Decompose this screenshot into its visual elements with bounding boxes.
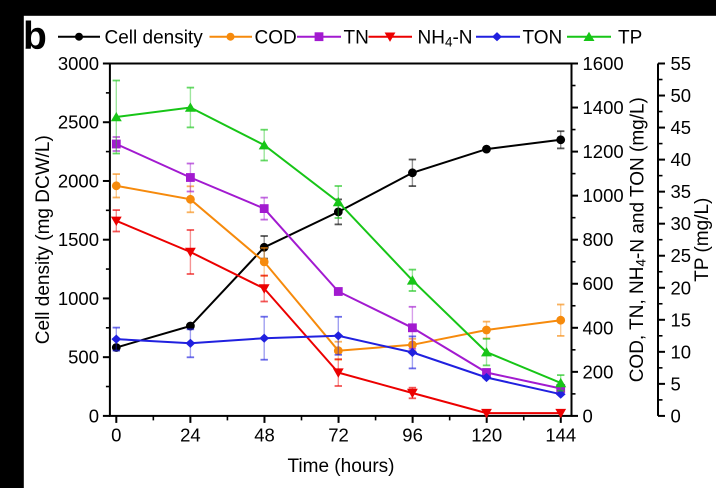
svg-text:24: 24 (180, 425, 201, 446)
svg-text:TP (mg/L): TP (mg/L) (692, 198, 713, 282)
svg-text:10: 10 (671, 341, 692, 362)
svg-text:40: 40 (671, 149, 692, 170)
svg-text:45: 45 (671, 117, 692, 138)
svg-text:20: 20 (671, 277, 692, 298)
svg-text:1600: 1600 (583, 53, 624, 74)
svg-text:50: 50 (671, 85, 692, 106)
svg-text:200: 200 (583, 361, 614, 382)
svg-text:b: b (23, 15, 47, 58)
svg-text:120: 120 (471, 425, 502, 446)
svg-text:COD, TN, NH4-N and TON (mg/L): COD, TN, NH4-N and TON (mg/L) (627, 97, 648, 382)
svg-text:15: 15 (671, 309, 692, 330)
svg-text:Time (hours): Time (hours) (288, 456, 395, 477)
svg-text:TP: TP (618, 28, 642, 49)
svg-text:3000: 3000 (58, 53, 99, 74)
svg-text:2000: 2000 (58, 171, 99, 192)
svg-text:0: 0 (89, 405, 99, 426)
svg-text:96: 96 (402, 425, 423, 446)
svg-text:0: 0 (583, 405, 593, 426)
svg-text:500: 500 (68, 347, 99, 368)
svg-text:30: 30 (671, 213, 692, 234)
svg-text:Cell density: Cell density (105, 28, 204, 49)
svg-text:35: 35 (671, 181, 692, 202)
svg-text:TON: TON (523, 28, 563, 49)
svg-text:800: 800 (583, 229, 614, 250)
svg-text:NH4-N: NH4-N (418, 28, 473, 50)
svg-text:5: 5 (671, 373, 681, 394)
svg-text:COD: COD (255, 28, 297, 49)
svg-text:144: 144 (545, 425, 576, 446)
svg-text:600: 600 (583, 273, 614, 294)
svg-text:1400: 1400 (583, 97, 624, 118)
svg-text:25: 25 (671, 245, 692, 266)
svg-text:72: 72 (328, 425, 349, 446)
svg-text:TN: TN (344, 28, 369, 49)
svg-text:2500: 2500 (58, 112, 99, 133)
svg-text:55: 55 (671, 53, 692, 74)
svg-text:0: 0 (111, 425, 121, 446)
svg-text:1000: 1000 (58, 288, 99, 309)
svg-text:Cell density (mg DCW/L): Cell density (mg DCW/L) (33, 135, 54, 344)
svg-text:0: 0 (671, 405, 681, 426)
svg-text:48: 48 (254, 425, 275, 446)
svg-text:1500: 1500 (58, 229, 99, 250)
svg-text:1200: 1200 (583, 141, 624, 162)
svg-text:1000: 1000 (583, 185, 624, 206)
svg-text:400: 400 (583, 317, 614, 338)
